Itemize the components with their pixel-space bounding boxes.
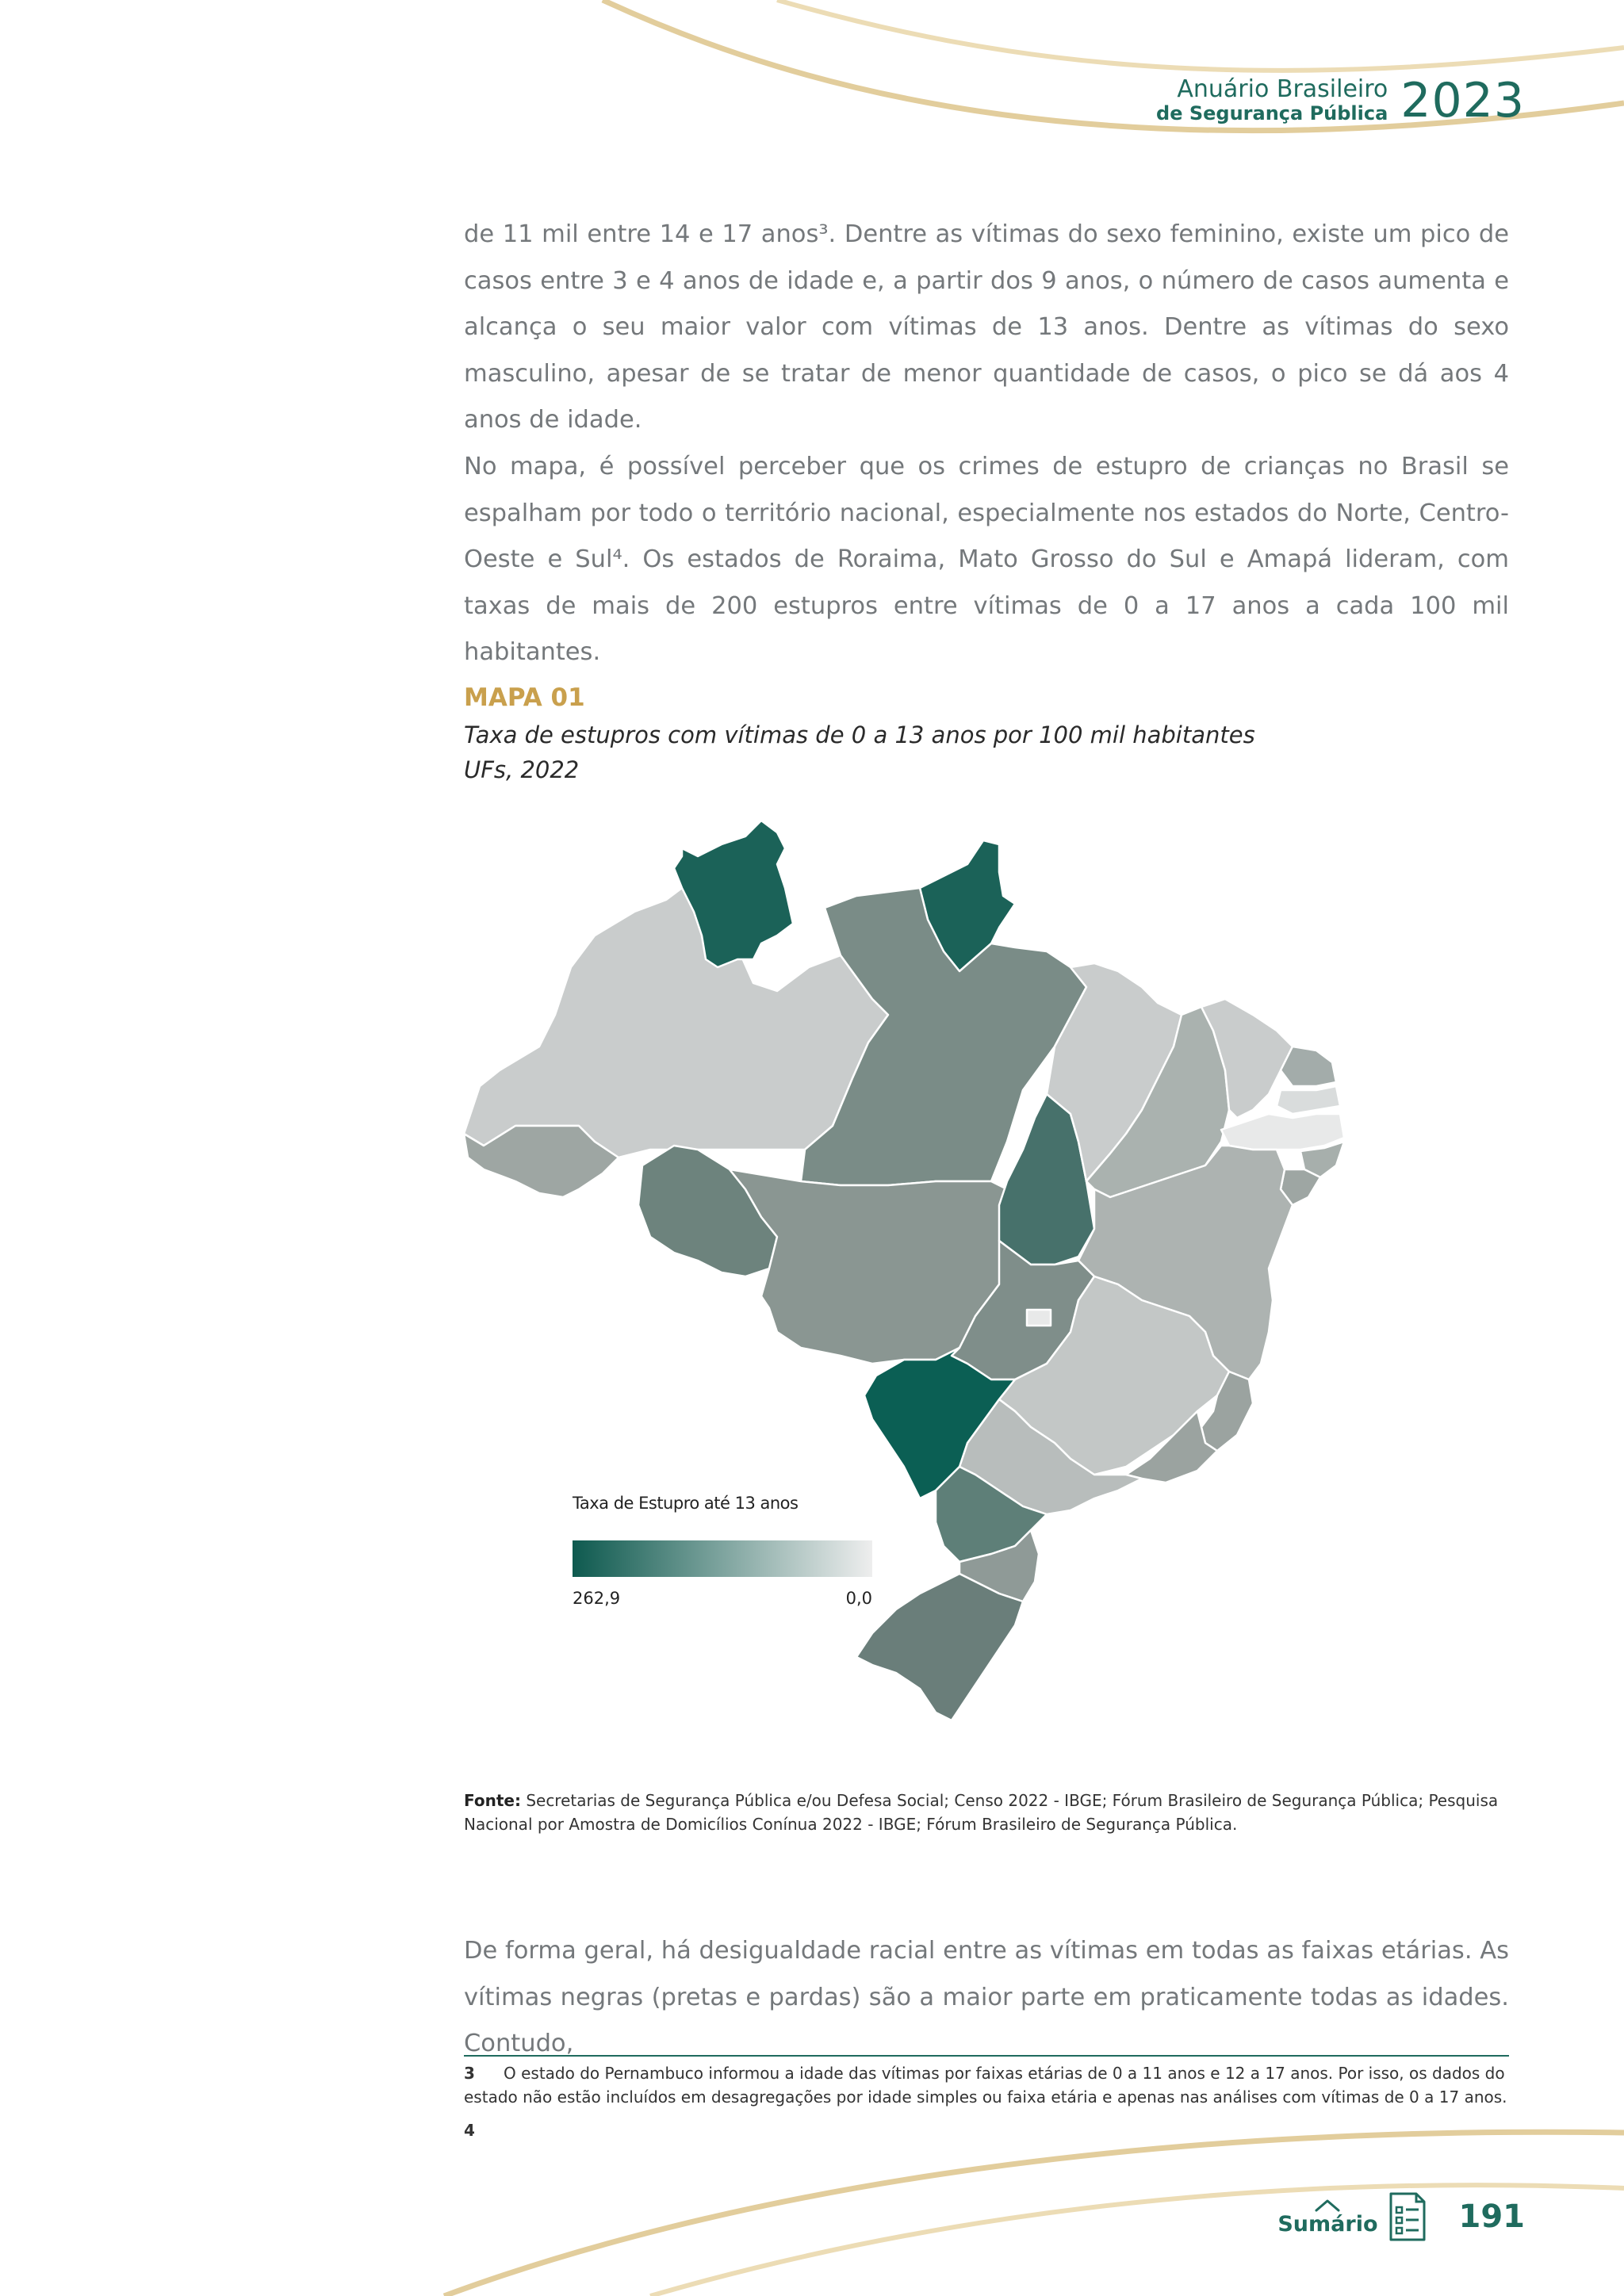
page-number: 191	[1458, 2198, 1526, 2235]
state-df	[1025, 1308, 1052, 1327]
state-rr	[672, 819, 795, 969]
page-footer: Sumário 191	[1277, 2191, 1525, 2242]
source-text: Secretarias de Segurança Pública e/ou De…	[464, 1791, 1499, 1834]
masthead-line1: Anuário Brasileiro	[1177, 75, 1388, 103]
state-rj	[1124, 1410, 1219, 1484]
state-ce	[1200, 997, 1294, 1119]
chevron-up-icon	[1315, 2199, 1340, 2211]
state-ac	[462, 1124, 620, 1199]
footnote-4-number: 4	[464, 2121, 475, 2140]
state-pb	[1275, 1085, 1342, 1115]
map-title: Taxa de estupros com vítimas de 0 a 13 a…	[464, 721, 1255, 748]
body-paragraph-3: De forma geral, há desigualdade racial e…	[464, 1937, 1509, 2057]
state-ms	[863, 1346, 1017, 1500]
footnote-3-text: O estado do Pernambuco informou a idade …	[464, 2064, 1507, 2107]
masthead-year: 2023	[1400, 73, 1525, 128]
state-am	[462, 886, 890, 1159]
map-label: MAPA 01	[464, 683, 585, 712]
body-paragraph-1: de 11 mil entre 14 e 17 anos³. Dentre as…	[464, 220, 1509, 434]
footnote-divider	[464, 2055, 1509, 2057]
map-source: Fonte: Secretarias de Segurança Pública …	[464, 1789, 1509, 1836]
state-pe	[1220, 1112, 1346, 1151]
state-rs	[855, 1572, 1025, 1722]
state-pa	[799, 886, 1088, 1187]
legend-min-label: 0,0	[845, 1589, 872, 1608]
legend-max-label: 262,9	[573, 1589, 621, 1608]
publication-masthead: Anuário Brasileiro de Segurança Pública …	[1156, 73, 1525, 128]
masthead-line2: de Segurança Pública	[1156, 102, 1388, 124]
sumario-link[interactable]: Sumário	[1277, 2198, 1378, 2237]
source-label: Fonte:	[464, 1791, 521, 1810]
table-of-contents-icon[interactable]	[1388, 2191, 1427, 2242]
body-paragraph-2: No mapa, é possível perceber que os crim…	[464, 453, 1509, 666]
legend-title: Taxa de Estupro até 13 anos	[573, 1494, 799, 1513]
footnote-3-number: 3	[464, 2064, 475, 2083]
map-subtitle: UFs, 2022	[464, 756, 580, 783]
state-rn	[1279, 1045, 1338, 1088]
legend-gradient-bar	[573, 1540, 872, 1577]
sumario-label: Sumário	[1277, 2211, 1378, 2237]
footnote-4: 4	[464, 2118, 1509, 2142]
state-ro	[637, 1144, 779, 1278]
brazil-choropleth-map	[462, 819, 1346, 1722]
